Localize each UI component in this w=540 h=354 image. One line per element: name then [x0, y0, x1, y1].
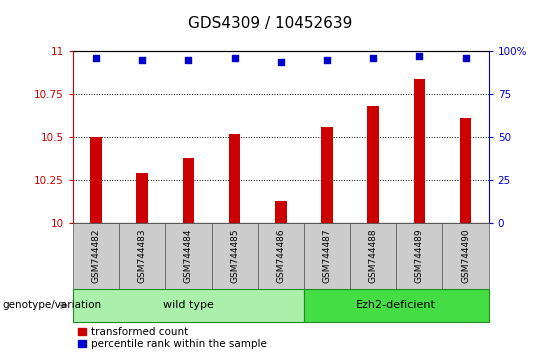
- Point: [461, 55, 470, 61]
- Bar: [460, 118, 471, 223]
- Bar: [73, 223, 119, 289]
- Text: wild type: wild type: [163, 300, 214, 310]
- Bar: [119, 223, 165, 289]
- Text: GSM744488: GSM744488: [369, 228, 377, 283]
- Text: GSM744483: GSM744483: [138, 228, 147, 283]
- Bar: [258, 223, 304, 289]
- Text: genotype/variation: genotype/variation: [3, 300, 102, 310]
- Text: GSM744487: GSM744487: [322, 228, 332, 283]
- Bar: [442, 223, 489, 289]
- Bar: [73, 289, 304, 322]
- Text: GSM744484: GSM744484: [184, 229, 193, 283]
- Text: GSM744486: GSM744486: [276, 228, 285, 283]
- Point: [323, 57, 332, 63]
- Text: GSM744489: GSM744489: [415, 228, 424, 283]
- Text: GSM744485: GSM744485: [230, 228, 239, 283]
- Bar: [304, 289, 489, 322]
- Text: GDS4309 / 10452639: GDS4309 / 10452639: [188, 16, 352, 31]
- Point: [230, 55, 239, 61]
- Bar: [350, 223, 396, 289]
- Bar: [321, 127, 333, 223]
- Text: GSM744490: GSM744490: [461, 228, 470, 283]
- Bar: [165, 223, 212, 289]
- Bar: [229, 134, 240, 223]
- Text: GSM744482: GSM744482: [91, 229, 100, 283]
- Point: [369, 55, 377, 61]
- Bar: [396, 223, 442, 289]
- Point: [138, 57, 146, 63]
- Point: [415, 54, 424, 59]
- Bar: [275, 201, 287, 223]
- Point: [184, 57, 193, 63]
- Bar: [212, 223, 258, 289]
- Legend: transformed count, percentile rank within the sample: transformed count, percentile rank withi…: [78, 327, 266, 349]
- Bar: [414, 79, 425, 223]
- Bar: [90, 137, 102, 223]
- Point: [276, 59, 285, 64]
- Text: Ezh2-deficient: Ezh2-deficient: [356, 300, 436, 310]
- Bar: [367, 106, 379, 223]
- Bar: [183, 158, 194, 223]
- Point: [92, 55, 100, 61]
- Bar: [137, 173, 148, 223]
- Bar: [304, 223, 350, 289]
